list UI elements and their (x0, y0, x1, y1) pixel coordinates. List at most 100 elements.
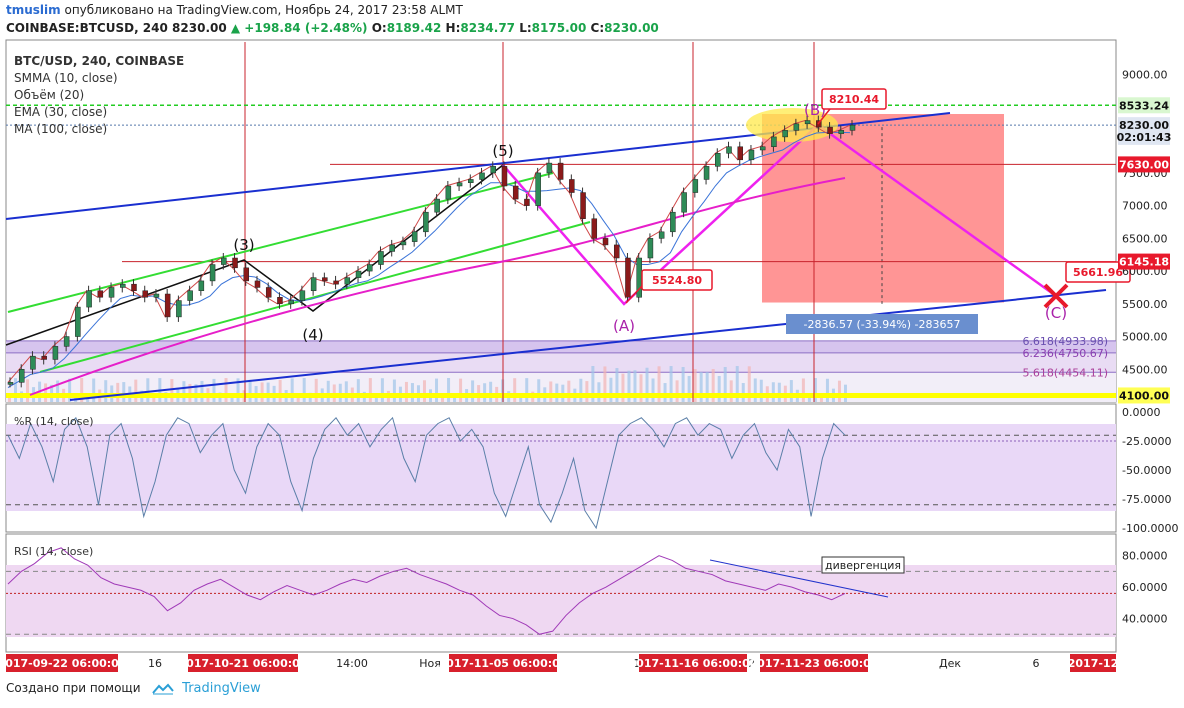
legend-entry[interactable]: MA (100, close) (14, 122, 107, 136)
volume-bar (200, 380, 204, 402)
candle-body (692, 179, 699, 193)
wr-band (6, 424, 1116, 511)
point-callout-box[interactable] (821, 88, 887, 110)
legend-entry[interactable]: SMMA (10, close) (14, 71, 118, 85)
candle-body (254, 280, 261, 288)
candle-body (771, 136, 777, 147)
volume-bar (525, 378, 529, 402)
volume-bar (278, 379, 282, 402)
volume-bar (374, 395, 378, 402)
volume-bar (152, 395, 156, 402)
candle-body (827, 126, 833, 134)
indicator-legend: BTC/USD, 240, COINBASE SMMA (10, close) Об… (14, 54, 184, 136)
measure-badge[interactable] (786, 314, 978, 334)
high-value: 8234.77 (460, 21, 516, 35)
publish-line: tmuslim опубликовано на TradingView.com,… (6, 3, 463, 17)
close-label: C: (590, 21, 605, 35)
candle-body (176, 300, 182, 318)
candle-body (512, 185, 519, 200)
wave-label[interactable]: (3) (233, 236, 254, 254)
time-marker-tag[interactable] (1070, 654, 1116, 672)
volume-bar (741, 383, 745, 402)
time-tick-label: 6 (1033, 657, 1040, 670)
wave-label[interactable]: (A) (613, 317, 635, 335)
volume-bar (567, 380, 571, 402)
volume-bar (669, 366, 673, 402)
target-x-icon[interactable] (1043, 283, 1069, 309)
resistance-price-tag (1118, 97, 1170, 114)
wave-label[interactable]: (4) (302, 326, 323, 344)
green-channel-lower[interactable] (39, 221, 591, 373)
divergence-trendline[interactable] (709, 559, 889, 598)
legend-entry[interactable]: EMA (30, close) (14, 105, 107, 119)
volume-bar (146, 378, 150, 402)
point-callout-box[interactable] (641, 269, 713, 291)
point-callout-label: 5661.96 (1073, 266, 1123, 279)
volume-bar (68, 378, 72, 402)
volume-bar (314, 378, 318, 402)
candle-body (322, 277, 328, 282)
ohlc-line: COINBASE:BTCUSD, 240 8230.00 ▲ +198.84 (… (6, 21, 659, 35)
support-price-tag-label: 4100.00 (1119, 389, 1169, 402)
elliott-wave-impulse[interactable] (5, 164, 504, 346)
volume-bar (807, 394, 811, 402)
volume-bar (302, 378, 306, 402)
abc-correction-line[interactable] (502, 123, 1057, 306)
time-marker-label: 2017-11-16 06:00:00 (629, 657, 758, 670)
time-tick-label: 2 (749, 657, 756, 670)
legend-entry[interactable]: Объём (20) (14, 88, 84, 102)
volume-bar (230, 394, 234, 402)
time-marker-label: 2017-09-22 06:00:00 (0, 657, 127, 670)
volume-bar (585, 381, 589, 402)
divergence-box[interactable] (821, 556, 905, 574)
wr-tick-label: 0.0000 (1122, 406, 1161, 419)
time-marker-tag[interactable] (639, 654, 747, 672)
footer: Создано при помощи TradingView (6, 681, 261, 696)
candle-body (602, 238, 609, 246)
resistance-price-tag-label: 8533.24 (1119, 99, 1169, 112)
channel-lower-line[interactable] (69, 289, 1107, 401)
rsi-tick-label: 40.0000 (1122, 613, 1168, 626)
volume-bar (338, 383, 342, 402)
volume-bar (555, 383, 559, 402)
wr-tick-label: -25.0000 (1122, 435, 1171, 448)
wave-label[interactable]: (5) (492, 142, 513, 160)
ma100-line (29, 177, 846, 396)
candle-body (524, 198, 530, 206)
candle-body (591, 218, 598, 239)
wave-label[interactable]: (C) (1045, 304, 1067, 322)
candle-body (355, 270, 362, 278)
volume-bar (404, 381, 408, 402)
volume-bar (825, 378, 829, 402)
symbol-label: COINBASE:BTCUSD, 240 (6, 21, 168, 35)
tradingview-brand[interactable]: TradingView (182, 681, 261, 696)
last-price-tag-label: 8230.00 (1119, 119, 1169, 132)
candle-body (838, 130, 845, 134)
author-name[interactable]: tmuslim (6, 3, 61, 17)
time-marker-tag[interactable] (760, 654, 868, 672)
time-marker-tag[interactable] (449, 654, 557, 672)
volume-bar (44, 383, 48, 402)
price-tick-label: 6500.00 (1122, 232, 1168, 245)
time-marker-tag[interactable] (6, 654, 118, 672)
legend-entry[interactable]: BTC/USD, 240, COINBASE (14, 54, 184, 68)
candle-body (647, 238, 654, 259)
callout-pointer (625, 285, 643, 304)
volume-bar (705, 372, 709, 402)
candle-body (782, 130, 788, 138)
point-callout-box[interactable] (1065, 261, 1131, 283)
volume-bar (801, 378, 805, 402)
time-marker-tag[interactable] (188, 654, 298, 672)
projection-zone[interactable] (762, 114, 1004, 303)
time-tick-label: 16 (148, 657, 162, 670)
candle-body (277, 297, 283, 305)
candle-body (849, 124, 856, 131)
candle-body (569, 179, 575, 193)
volume-bar (687, 375, 691, 402)
volume-bar (356, 379, 360, 402)
open-label: O: (371, 21, 387, 35)
volume-bar (80, 378, 84, 402)
wave-label[interactable]: (B) (804, 101, 826, 119)
wr-title: %R (14, close) (14, 415, 94, 428)
